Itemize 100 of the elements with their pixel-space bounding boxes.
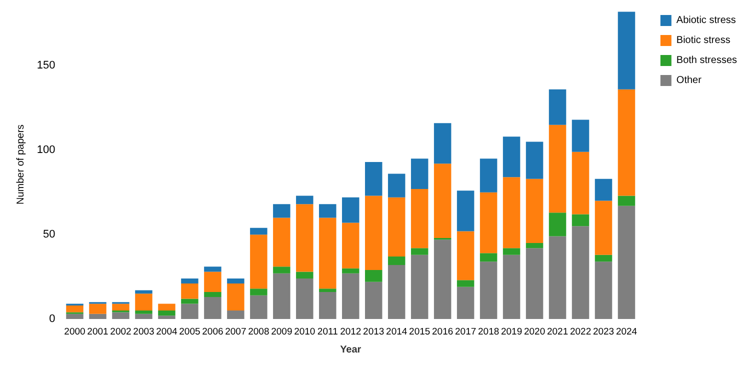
x-tick-label: 2011 [317,326,338,338]
x-tick-label: 2015 [409,326,430,338]
bar [410,248,428,255]
x-tick-label: 2023 [592,326,614,338]
y-tick-label: 100 [36,144,56,156]
bar [572,226,590,319]
bar [434,123,452,164]
bar [572,120,590,152]
x-tick-label: 2017 [455,326,476,338]
bar [618,196,636,206]
bar [572,214,590,226]
bar [181,298,198,304]
bar [296,278,314,319]
x-tick-label: 2016 [432,326,454,338]
x-tick-label: 2012 [340,326,362,338]
x-tick-label: 2013 [363,326,384,338]
bar [388,197,406,257]
bar [319,288,336,292]
bar [502,254,520,319]
bar [480,158,498,192]
x-tick-label: 2000 [64,326,86,338]
bar [548,124,566,213]
bar [135,314,152,319]
x-tick-label: 2014 [386,326,408,338]
bar [526,178,544,244]
x-tick-label: 2002 [110,326,132,338]
bar [594,200,612,255]
bar [204,272,222,292]
bar [158,310,176,316]
bar [502,177,520,248]
bar [548,212,566,236]
bar [456,286,474,319]
bar [135,310,152,314]
bar [112,304,130,311]
bar [388,264,406,319]
bar [250,234,268,289]
x-tick-label: 2022 [570,326,592,338]
bar [181,278,198,284]
bar [618,206,636,319]
bar [66,305,84,312]
bar [480,262,498,319]
bar [456,190,474,232]
bar [572,152,590,214]
bar [364,270,382,282]
bar [342,273,360,319]
bar [434,240,452,319]
bar [273,204,290,218]
bar [594,254,612,262]
bar [319,218,336,289]
bar [227,284,244,311]
bar [456,231,474,280]
x-tick-label: 2004 [156,326,178,338]
bar [319,292,336,319]
bar [296,272,314,278]
bar [89,314,106,319]
bar [227,278,244,284]
bar [364,196,382,270]
x-tick-label: 2006 [202,326,224,338]
bar [273,266,290,274]
x-tick-label: 2007 [225,326,246,338]
bar [227,310,244,319]
bar [342,268,360,274]
y-tick-label: 50 [43,228,56,241]
bar [89,304,106,314]
bar [342,197,360,223]
y-tick-label: 0 [49,313,56,325]
bar [480,253,498,262]
bar [204,297,222,319]
bar [342,222,360,268]
bar [158,316,176,319]
bar [181,284,198,299]
legend-label: Both stresses [676,55,738,66]
bar [410,158,428,189]
bar [158,304,176,311]
bar [456,280,474,287]
bar [135,294,152,311]
bar [364,162,382,196]
bar [273,218,290,267]
bar [204,266,222,272]
bar [296,204,314,272]
bar [388,174,406,198]
bar [388,256,406,265]
bar [548,89,566,125]
bar [502,136,520,178]
bar [618,89,636,196]
bar [364,282,382,319]
x-tick-label: 2003 [133,326,154,338]
y-tick-label: 150 [36,60,56,72]
bar [250,295,268,319]
bar [526,142,544,179]
bar [319,204,336,218]
bar [250,288,268,296]
bar [273,273,290,319]
x-tick-label: 2021 [546,326,568,338]
x-tick-label: 2001 [87,326,108,338]
legend-label: Biotic stress [676,35,730,46]
bar [250,228,268,235]
bar [434,164,452,238]
x-tick-label: 2009 [271,326,292,338]
bar [112,312,130,319]
